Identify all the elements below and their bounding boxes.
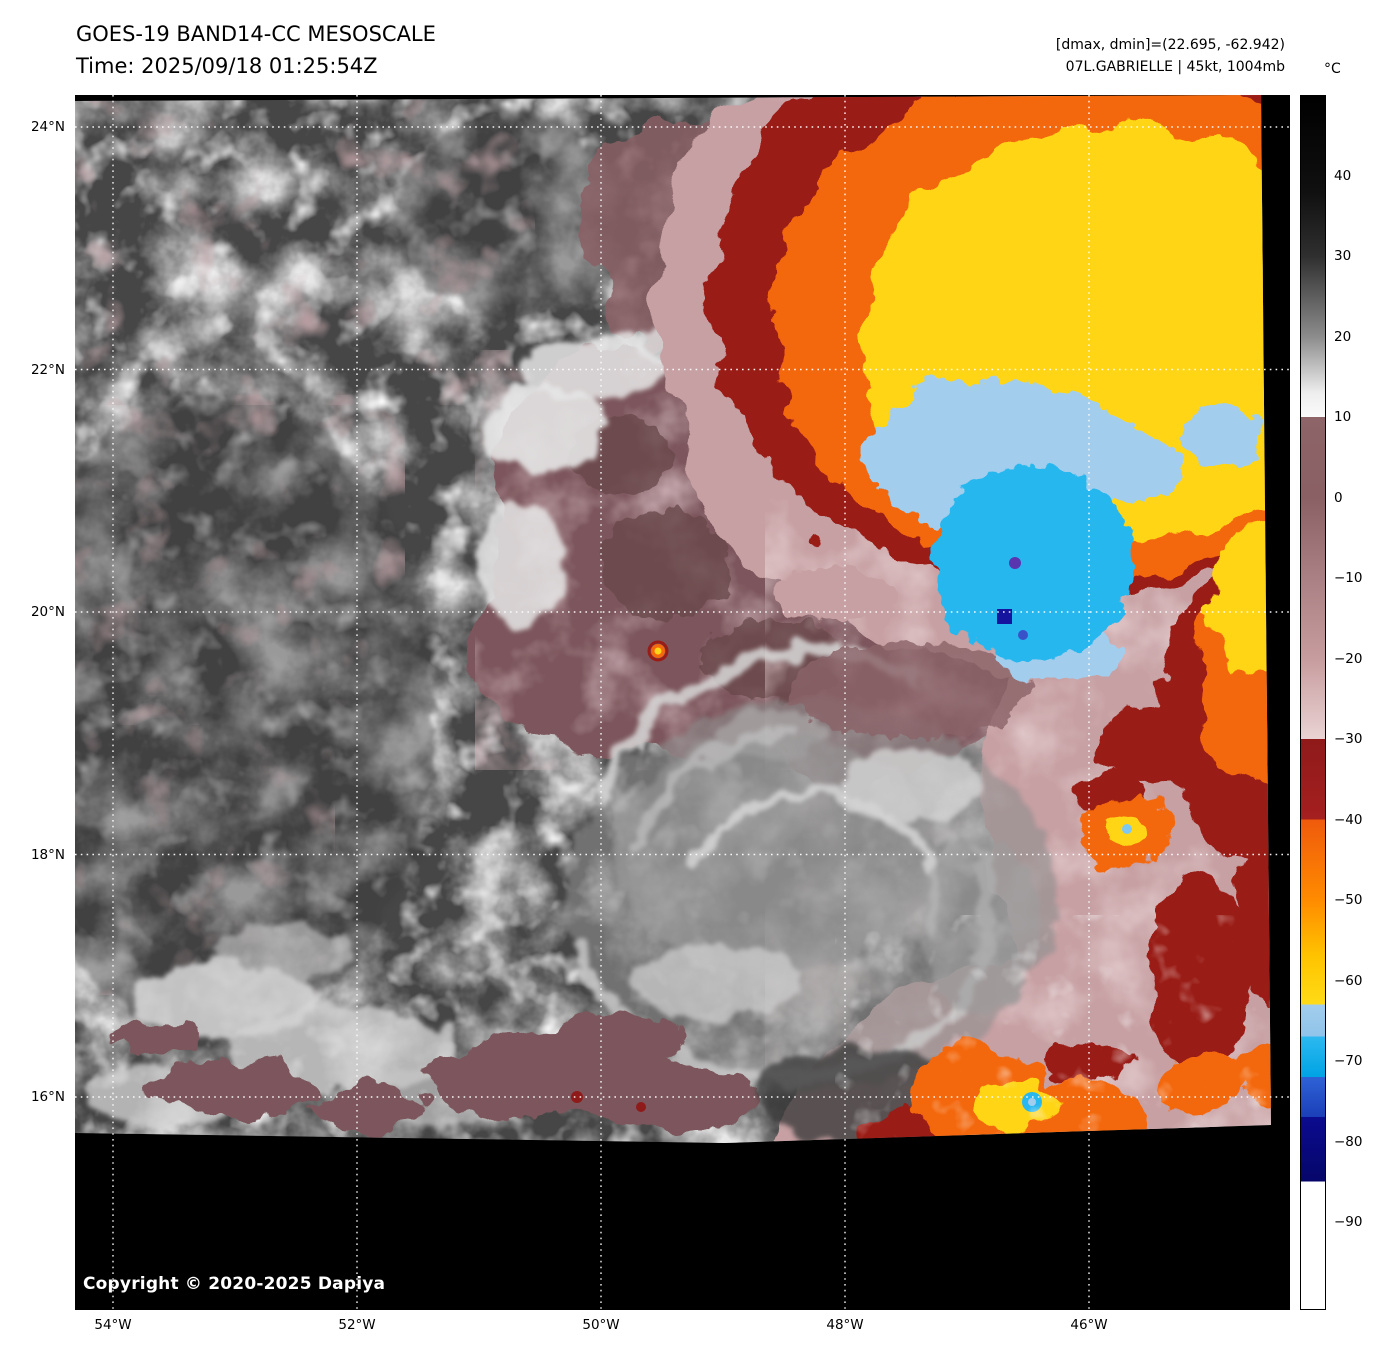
product-title: GOES-19 BAND14-CC MESOSCALE xyxy=(76,22,436,46)
storm-info-text: 07L.GABRIELLE | 45kt, 1004mb xyxy=(1065,59,1285,75)
lon-tick-label: 54°W xyxy=(94,1317,132,1333)
dmax-dmin-text: [dmax, dmin]=(22.695, -62.942) xyxy=(1055,37,1285,53)
lon-tick-label: 50°W xyxy=(582,1317,620,1333)
colorbar-tick-label: 20 xyxy=(1334,328,1352,345)
lat-tick-label: 18°N xyxy=(30,846,65,863)
colorbar-tick-label: −60 xyxy=(1334,972,1363,989)
colorbar-tick-label: −90 xyxy=(1334,1214,1363,1230)
colorbar-tick-label: 10 xyxy=(1334,409,1352,425)
colorbar xyxy=(1300,95,1326,1310)
satellite-scene xyxy=(75,95,1290,1310)
colorbar-unit-label: °C xyxy=(1324,61,1341,77)
lat-tick-label: 22°N xyxy=(30,361,65,378)
colorbar-tick-label: −80 xyxy=(1334,1133,1363,1150)
colorbar-tick-label: −50 xyxy=(1334,892,1363,908)
colorbar-tick-label: −30 xyxy=(1334,731,1363,747)
timestamp: Time: 2025/09/18 01:25:54Z xyxy=(76,54,378,78)
colorbar-tick-label: 0 xyxy=(1334,489,1343,506)
lon-tick-label: 52°W xyxy=(338,1317,376,1333)
lat-tick-label: 20°N xyxy=(30,604,65,620)
colorbar-tick-label: −20 xyxy=(1334,650,1363,667)
satellite-map: Copyright © 2020-2025 Dapiya xyxy=(75,95,1290,1310)
lat-tick-label: 16°N xyxy=(30,1089,65,1105)
lon-tick-label: 48°W xyxy=(826,1317,864,1333)
lon-tick-label: 46°W xyxy=(1070,1317,1108,1333)
annotation-block: [dmax, dmin]=(22.695, -62.942) 07L.GABRI… xyxy=(1056,34,1285,78)
copyright-text: Copyright © 2020-2025 Dapiya xyxy=(83,1274,386,1294)
colorbar-gradient xyxy=(1300,95,1326,1310)
colorbar-tick-label: −70 xyxy=(1334,1053,1363,1069)
colorbar-tick-label: 30 xyxy=(1334,248,1352,264)
colorbar-tick-label: −40 xyxy=(1334,811,1363,828)
colorbar-tick-label: −10 xyxy=(1334,570,1363,586)
lat-tick-label: 24°N xyxy=(30,119,65,135)
colorbar-tick-label: 40 xyxy=(1334,167,1352,184)
